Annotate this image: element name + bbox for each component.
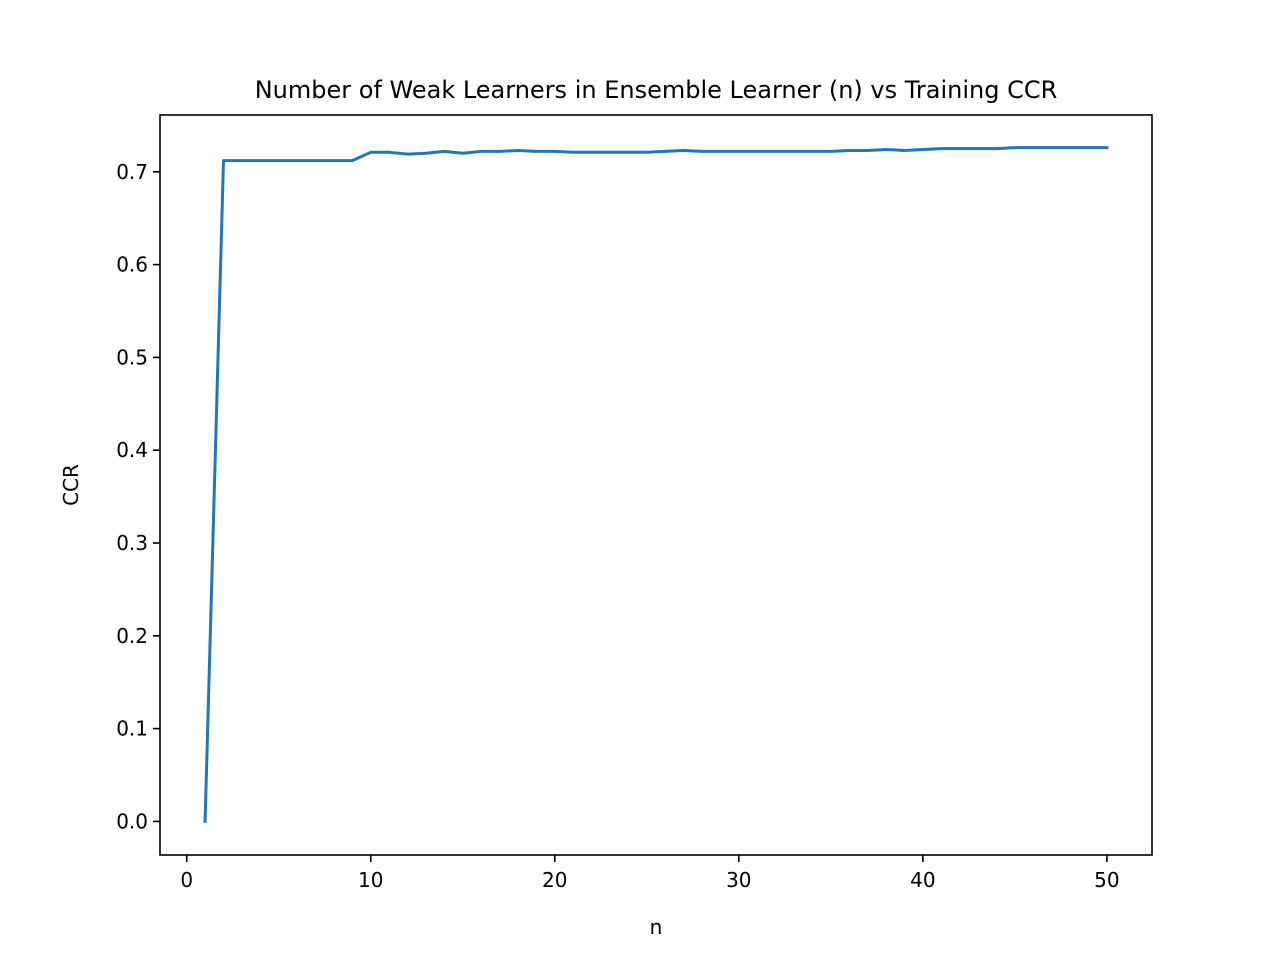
x-tick-label: 50 xyxy=(1094,868,1119,892)
y-tick-label: 0.1 xyxy=(116,717,148,741)
x-axis-ticks: 0 10 20 30 40 50 xyxy=(180,855,1120,892)
y-axis-ticks: 0.0 0.1 0.2 0.3 0.4 0.5 0.6 0.7 xyxy=(116,160,160,833)
y-tick-label: 0.0 xyxy=(116,809,148,833)
series-line-0 xyxy=(203,146,1109,823)
x-tick-label: 30 xyxy=(726,868,751,892)
x-tick-label: 20 xyxy=(542,868,567,892)
x-tick-label: 10 xyxy=(358,868,383,892)
x-tick-label: 40 xyxy=(910,868,935,892)
chart-title: Number of Weak Learners in Ensemble Lear… xyxy=(255,76,1058,104)
x-axis-label: n xyxy=(650,915,663,939)
y-tick-label: 0.3 xyxy=(116,531,148,555)
y-tick-label: 0.6 xyxy=(116,253,148,277)
plot-area xyxy=(203,146,1109,823)
axes-frame xyxy=(159,114,1153,856)
y-tick-label: 0.2 xyxy=(116,624,148,648)
y-tick-label: 0.5 xyxy=(116,345,148,369)
y-tick-label: 0.7 xyxy=(116,160,148,184)
y-axis-label: CCR xyxy=(59,464,83,506)
y-tick-label: 0.4 xyxy=(116,438,148,462)
x-tick-label: 0 xyxy=(180,868,193,892)
